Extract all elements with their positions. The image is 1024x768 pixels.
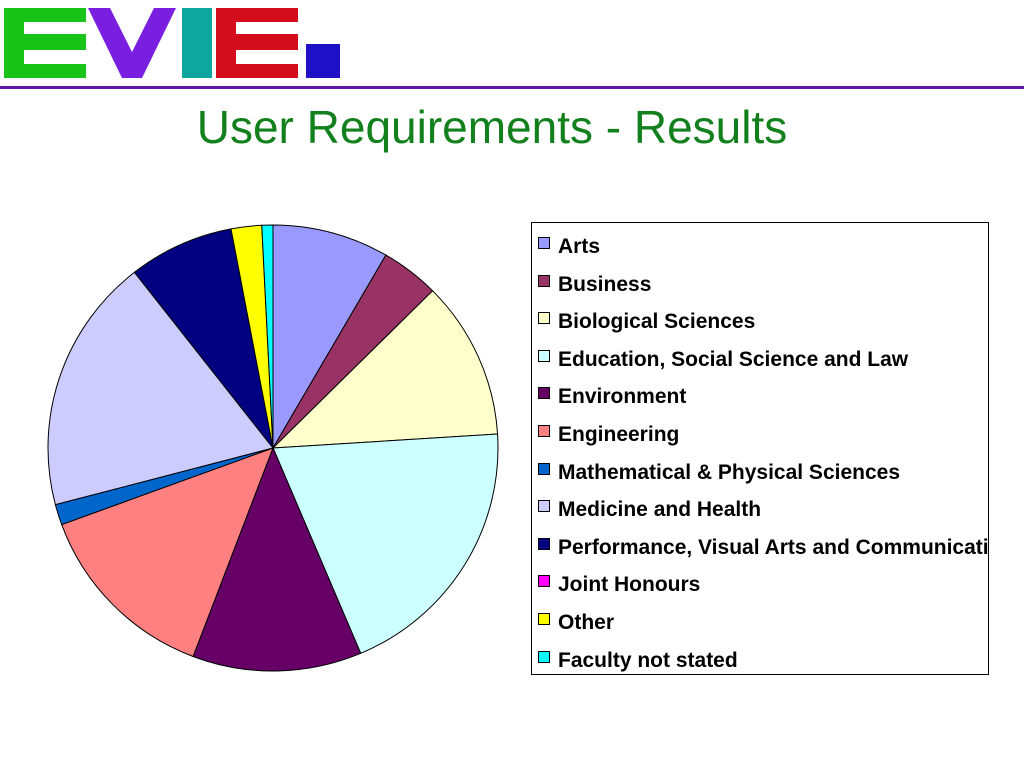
pie-slice-engineering (61, 447, 274, 658)
pie-chart (47, 224, 499, 672)
logo-letter-. (306, 44, 340, 78)
legend-item: Engineering (538, 420, 679, 450)
legend-label: Environment (558, 385, 687, 409)
legend-item: Other (538, 608, 614, 638)
legend-label: Medicine and Health (558, 498, 762, 522)
pie-slice-environment (192, 446, 362, 672)
legend-item: Joint Honours (538, 570, 700, 600)
pie-slice-medicine-and-health (47, 271, 274, 506)
legend-label: Arts (558, 235, 601, 258)
logo-letter-gap (24, 50, 86, 64)
logo-letter-E (4, 8, 86, 78)
legend-swatch (538, 387, 550, 400)
legend-swatch (538, 312, 550, 325)
legend-item: Business (538, 270, 651, 300)
legend-swatch (538, 349, 550, 362)
logo-letter-gap (24, 22, 86, 34)
legend-label: Business (558, 272, 652, 296)
legend-label: Joint Honours (558, 573, 701, 597)
legend-item: Mathematical & Physical Sciences (538, 458, 900, 488)
logo-letter-E (216, 8, 298, 78)
chart-legend: Arts Business Biological Sciences Education… (531, 222, 989, 675)
logo-letter-V (88, 8, 176, 78)
legend-label: Mathematical & Physical Sciences (558, 460, 900, 484)
logo-letter-gap (236, 22, 298, 34)
legend-swatch (538, 650, 550, 663)
legend-item: Arts (538, 232, 600, 262)
legend-label: Engineering (558, 423, 680, 446)
pie-slice-performance-visual-arts-and-communications (133, 228, 274, 449)
legend-item: Education, Social Science and Law (538, 345, 908, 375)
logo-letter-gap (236, 50, 298, 64)
legend-item: Biological Sciences (538, 307, 755, 337)
pie-slice-arts (272, 224, 387, 450)
legend-label: Faculty not stated (558, 648, 738, 672)
header-divider (0, 86, 1024, 89)
legend-label: Other (558, 611, 615, 634)
legend-item: Medicine and Health (538, 495, 761, 525)
legend-item: Performance, Visual Arts and Communicati… (538, 533, 989, 563)
evie-logo (4, 8, 340, 78)
legend-item: Environment (538, 382, 686, 412)
legend-swatch (538, 537, 550, 550)
pie-slice-faculty-not-stated (261, 224, 274, 449)
pie-slice-biological-sciences (271, 290, 499, 449)
legend-swatch (538, 462, 550, 475)
legend-swatch (538, 500, 550, 513)
logo-letter-I (182, 8, 212, 78)
pie-slice-education-social-science-and-law (272, 433, 499, 655)
legend-label: Biological Sciences (558, 310, 756, 334)
legend-swatch (538, 575, 550, 588)
legend-label: Education, Social Science and Law (558, 347, 909, 371)
legend-swatch (538, 274, 550, 287)
legend-label: Performance, Visual Arts and Communicati… (558, 535, 989, 559)
page-title: User Requirements - Results (196, 101, 788, 153)
legend-swatch (538, 237, 550, 249)
legend-swatch (538, 425, 550, 437)
legend-swatch (538, 613, 550, 625)
legend-item: Faculty not stated (538, 646, 738, 674)
